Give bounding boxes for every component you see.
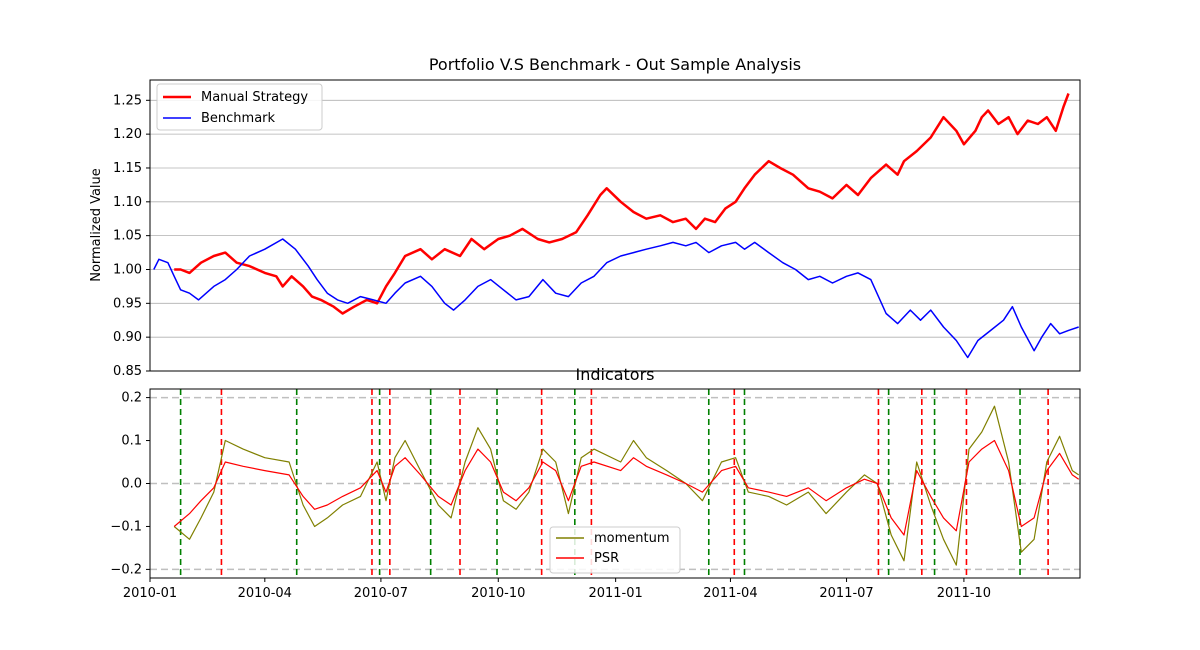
indicators-legend: momentum PSR [549, 526, 681, 574]
x-tick-label: 2010-07 [354, 586, 408, 601]
series-line-benchmark [153, 238, 1079, 359]
y-tick-label: 0.1 [121, 434, 142, 449]
x-tick-label: 2011-04 [703, 586, 757, 601]
legend-label-benchmark: Benchmark [201, 111, 276, 126]
portfolio-chart-y-axis-label: Normalized Value [89, 168, 104, 282]
y-tick-label: 0.0 [121, 477, 142, 492]
y-tick-label: 0.85 [113, 364, 142, 379]
legend-label-psr: PSR [594, 551, 619, 566]
y-tick-label: 1.20 [113, 127, 142, 142]
x-tick-label: 2011-01 [588, 586, 642, 601]
indicators-chart-title: Indicators [575, 365, 654, 384]
portfolio-chart-title: Portfolio V.S Benchmark - Out Sample Ana… [429, 55, 801, 74]
portfolio-chart: Portfolio V.S Benchmark - Out Sample Ana… [89, 55, 1081, 379]
series-line-momentum [173, 405, 1080, 566]
y-tick-label: 1.25 [113, 93, 142, 108]
portfolio-chart-legend-box [156, 83, 323, 131]
portfolio-chart-legend: Manual Strategy Benchmark [156, 83, 323, 131]
x-tick-label: 2011-10 [937, 586, 991, 601]
indicators-y-ticks: −0.2 −0.1 0.0 0.1 0.2 [110, 391, 150, 577]
indicators-series [173, 405, 1080, 566]
indicators-chart: Indicators −0.2−0.10.00.10.2 2010-01 2010… [110, 365, 1081, 601]
portfolio-chart-series [153, 93, 1079, 359]
y-tick-label: −0.2 [110, 562, 142, 577]
series-line-manual-strategy [174, 93, 1070, 315]
x-tick-label: 2011-07 [819, 586, 873, 601]
indicators-x-ticks: 2010-01 2010-04 2010-07 2010-10 2011-01 2011-… [123, 578, 991, 601]
legend-label-momentum: momentum [594, 531, 670, 546]
x-tick-label: 2010-01 [123, 586, 177, 601]
y-tick-label: 1.15 [113, 161, 142, 176]
x-tick-label: 2010-10 [471, 586, 525, 601]
y-tick-label: 1.05 [113, 229, 142, 244]
y-tick-label: 0.95 [113, 296, 142, 311]
portfolio-chart-frame [149, 79, 1081, 372]
y-tick-label: 1.10 [113, 195, 142, 210]
legend-label-manual-strategy: Manual Strategy [201, 90, 308, 105]
y-tick-label: −0.1 [110, 519, 142, 534]
y-tick-label: 0.90 [113, 330, 142, 345]
y-tick-label: 0.2 [121, 391, 142, 406]
portfolio-chart-y-ticks: 0.85 0.90 0.95 1.00 1.05 1.10 1.15 1.20 1.25 [113, 93, 150, 379]
y-tick-label: 1.00 [113, 262, 142, 277]
series-line-psr [173, 439, 1080, 536]
x-tick-label: 2010-04 [238, 586, 292, 601]
